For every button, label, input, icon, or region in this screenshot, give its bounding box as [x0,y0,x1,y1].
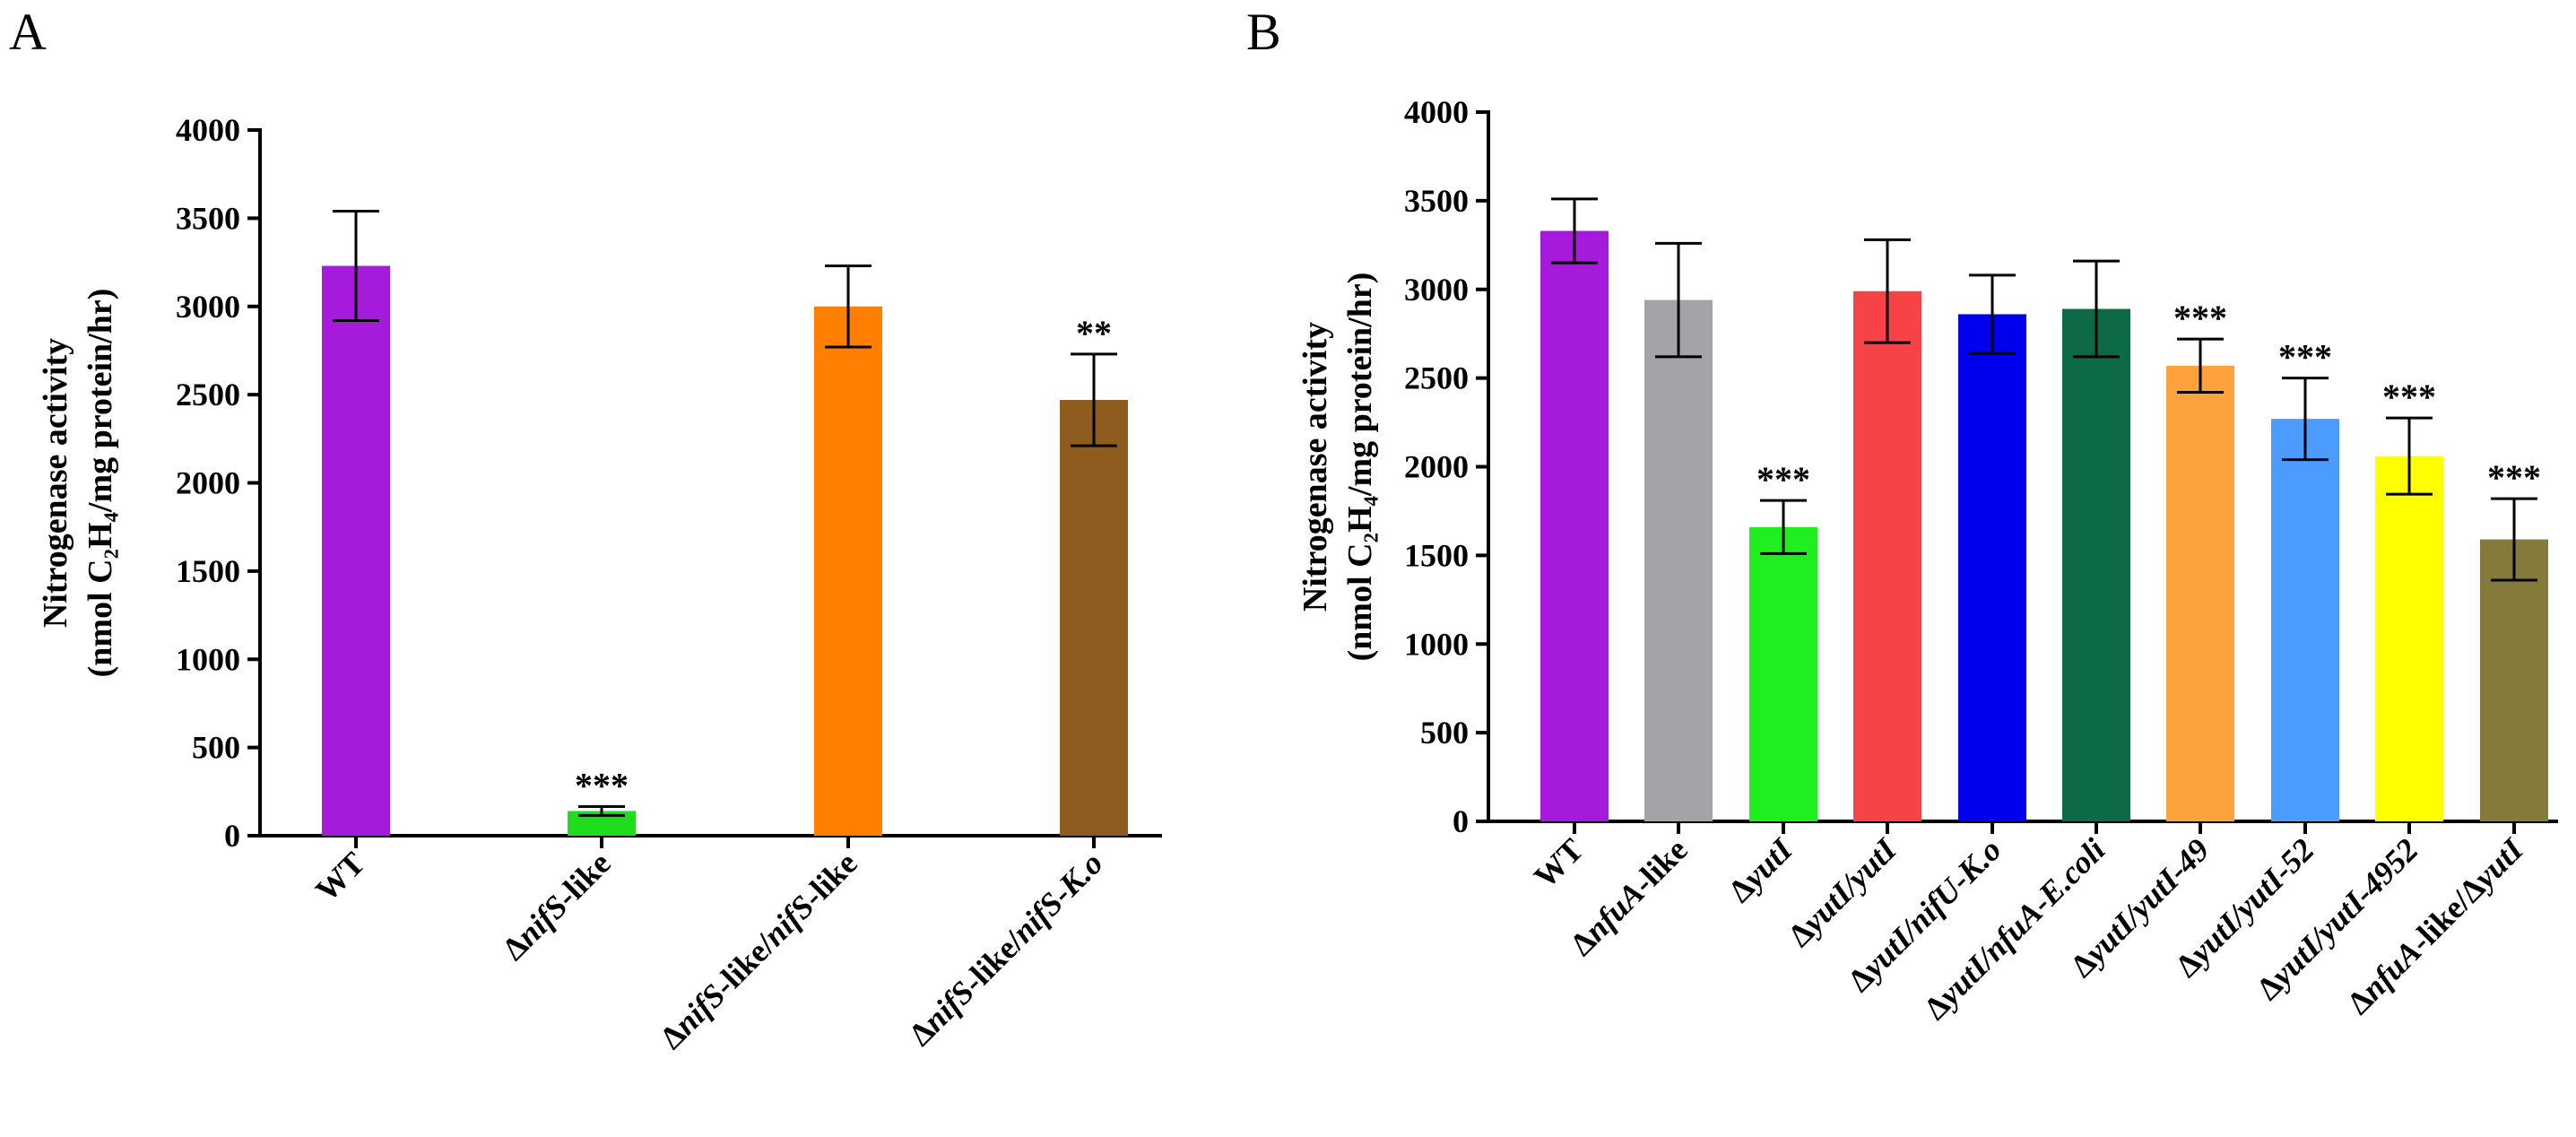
bar [1749,526,1817,821]
y-axis-title-line2: (nmol C₂H₄/mg protein/hr) [82,289,119,678]
significance-label: *** [2382,377,2436,417]
y-axis-title-line2: (nmol C₂H₄/mg protein/hr) [1341,273,1379,662]
significance-label: *** [2278,337,2332,378]
bar [1540,230,1609,821]
bar [322,265,390,836]
y-tick-label: 4000 [1404,94,1469,130]
panel-label-a: A [9,3,47,61]
y-tick-label: 3000 [176,289,240,325]
bar [1644,299,1713,821]
chart-b: 0 500 1000 1500 2000 2500 3000 3500 4000 Nitrogen… [1297,94,2558,1027]
y-tick-label: 2500 [1404,360,1469,396]
y-tick-label: 1500 [176,553,240,589]
bar [2480,539,2548,821]
y-tick-label: 4000 [176,112,240,148]
bar [1853,291,1921,821]
significance-label: *** [2173,298,2227,338]
y-axis-title-line1: Nitrogenase activity [37,338,74,628]
chart-a: 0 500 1000 1500 2000 2500 3000 3500 4000 Nitrogen… [37,112,1162,1056]
y-tick-label: 2500 [176,377,240,412]
significance-label: *** [2487,457,2541,498]
y-tick-label: 2000 [1404,449,1469,485]
category-label: WT [1527,831,1591,895]
y-tick-label: 1000 [1404,626,1469,662]
panel-label-b: B [1246,3,1281,61]
category-label: WT [308,845,372,908]
y-tick-label: 1000 [176,641,240,677]
category-label: ΔyutI [1722,830,1800,909]
bar [814,306,882,836]
y-tick-label: 500 [1420,715,1469,751]
bar [2166,365,2234,821]
category-label: ΔnifS-like/nifS-like [653,845,863,1055]
y-tick-label: 3500 [1404,183,1469,219]
significance-label: ** [1076,313,1112,353]
significance-label: *** [1756,459,1810,499]
significance-label: *** [575,766,629,806]
y-tick-label: 500 [192,730,240,766]
bar [2375,456,2443,821]
category-label: ΔnifS-like [495,845,617,967]
bar [1060,400,1128,836]
y-tick-label: 3000 [1404,272,1469,308]
bar [2062,308,2130,821]
y-tick-label: 1500 [1404,537,1469,573]
category-label: ΔyutI/nfuA-E.coli [1917,831,2112,1027]
category-label: ΔnfuA-like/ΔyutI [2340,830,2531,1021]
y-tick-label: 2000 [176,465,240,501]
y-tick-label: 3500 [176,200,240,236]
bar [2271,419,2339,821]
y-tick-label: 0 [1453,803,1469,839]
category-label: ΔnifS-like/nifS-K.o [902,845,1110,1053]
y-tick-label: 0 [224,818,240,854]
bar [1958,314,2026,821]
y-axis-title-line1: Nitrogenase activity [1297,322,1334,612]
